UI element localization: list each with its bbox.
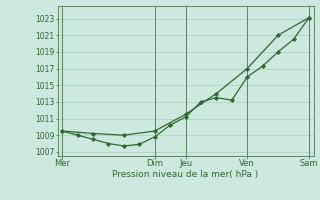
X-axis label: Pression niveau de la mer( hPa ): Pression niveau de la mer( hPa ) xyxy=(112,170,259,179)
